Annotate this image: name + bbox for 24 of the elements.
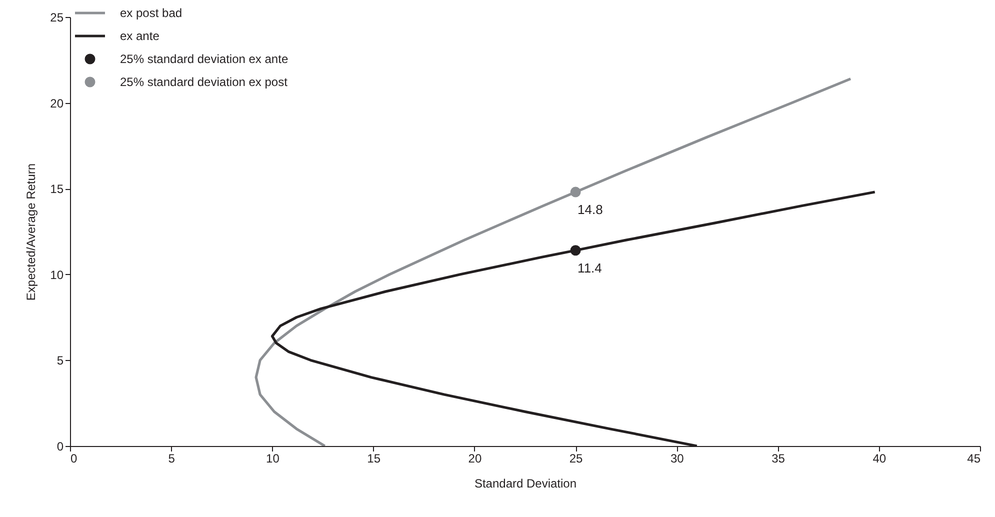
y-tick-label: 25 (50, 10, 64, 24)
legend-label: ex ante (120, 29, 160, 43)
x-tick-label: 40 (872, 452, 886, 466)
y-tick-label: 15 (50, 182, 64, 196)
data-label: 14.8 (578, 202, 603, 218)
x-tick-label: 15 (367, 452, 381, 466)
legend-label: 25% standard deviation ex ante (120, 52, 288, 66)
x-tick-label: 35 (772, 452, 786, 466)
x-tick-label: 25 (569, 452, 584, 466)
x-tick-label: 20 (468, 452, 482, 466)
y-tick-label: 20 (50, 96, 64, 110)
y-tick-label: 5 (56, 354, 64, 368)
x-tick-label: 45 (967, 452, 981, 466)
legend-label: 25% standard deviation ex post (120, 75, 288, 89)
x-tick-label: 10 (266, 452, 280, 466)
x-tick-label: 0 (70, 452, 78, 466)
data-label: 11.4 (578, 260, 602, 276)
y-tick-label: 0 (56, 440, 64, 454)
legend-label: ex post bad (120, 6, 182, 20)
x-tick-label: 5 (168, 452, 176, 466)
x-tick-label: 30 (670, 452, 684, 466)
x-axis-title: Standard Deviation (474, 476, 577, 490)
y-tick-label: 10 (50, 268, 64, 282)
y-axis-title: Expected/Average Return (24, 163, 38, 301)
